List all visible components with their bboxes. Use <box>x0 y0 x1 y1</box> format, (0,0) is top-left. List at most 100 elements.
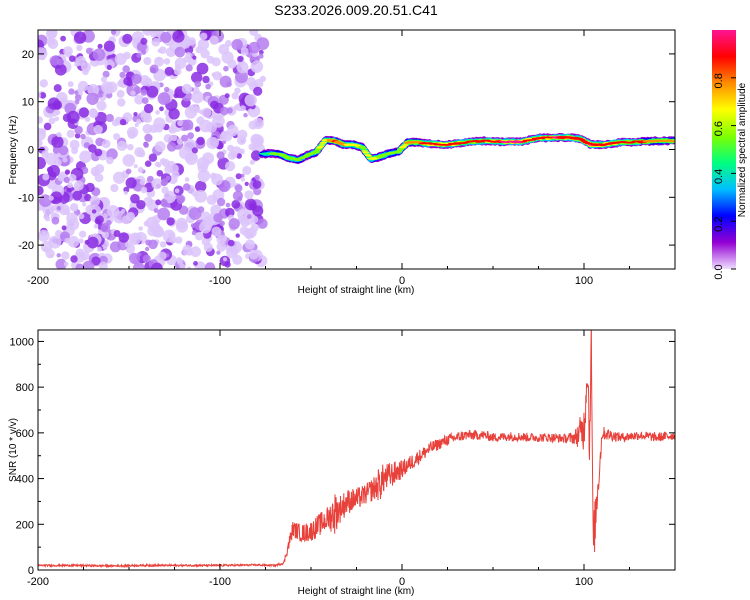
spectrogram-x-axis-label: Height of straight line (km) <box>298 285 415 296</box>
noise-blob <box>63 176 70 184</box>
noise-blob <box>216 151 225 160</box>
x-tick-label: -200 <box>27 275 49 287</box>
noise-blob <box>252 118 264 130</box>
noise-blob <box>144 77 153 86</box>
noise-blob <box>93 224 99 229</box>
noise-blob <box>151 262 163 269</box>
noise-blob <box>181 83 192 94</box>
noise-blob <box>166 217 175 226</box>
noise-blob <box>153 208 159 213</box>
noise-blob <box>51 216 60 225</box>
noise-blob <box>140 113 150 123</box>
noise-blob <box>45 249 55 259</box>
noise-blob <box>117 98 126 107</box>
noise-blob <box>192 55 197 60</box>
noise-blob <box>47 97 61 110</box>
noise-blob <box>187 37 196 46</box>
noise-blob <box>134 94 145 105</box>
noise-blob <box>227 239 235 247</box>
noise-blob <box>191 91 204 104</box>
noise-blob <box>200 32 208 40</box>
noise-blob <box>69 203 79 212</box>
noise-blob <box>232 254 243 265</box>
ridge-mark <box>394 151 401 154</box>
noise-blob <box>122 33 133 44</box>
spectrogram-y-axis-label: Frequency (Hz) <box>8 116 19 185</box>
noise-blob <box>232 190 243 201</box>
noise-blob <box>62 157 68 163</box>
noise-blob <box>204 262 216 269</box>
noise-blob <box>216 241 227 252</box>
noise-blob <box>237 55 244 63</box>
noise-blob <box>45 30 57 40</box>
x-tick-label: 100 <box>575 275 593 287</box>
colorbar-tick-label: 0.6 <box>713 121 725 136</box>
ridge-mark <box>400 145 407 148</box>
noise-blob <box>143 220 150 227</box>
noise-blob <box>240 177 246 182</box>
noise-blob <box>39 92 47 99</box>
noise-blob <box>244 181 249 186</box>
noise-blob <box>201 107 212 118</box>
ridge-mark <box>520 140 528 143</box>
noise-blob <box>223 257 227 262</box>
noise-blob <box>58 145 69 156</box>
noise-blob <box>55 258 67 269</box>
snr-plot-area <box>38 330 675 570</box>
noise-blob <box>220 106 229 116</box>
ridge-mark <box>315 148 322 151</box>
noise-blob <box>250 150 262 161</box>
colorbar-tick-label: 0.8 <box>713 73 725 88</box>
noise-blob <box>132 262 145 269</box>
chart-title: S233.2026.009.20.51.C41 <box>274 2 438 18</box>
noise-blob <box>205 83 211 90</box>
noise-blob <box>230 151 238 158</box>
noise-blob <box>154 56 164 67</box>
noise-blob <box>140 89 148 96</box>
noise-blob <box>249 30 259 36</box>
colorbar-label: Normalized spectral amplitude <box>737 82 748 217</box>
ridge-mark <box>296 159 303 161</box>
noise-blob <box>86 92 99 106</box>
noise-blob <box>190 223 196 229</box>
noise-blob <box>188 207 202 221</box>
ridge-mark <box>361 150 368 152</box>
noise-blob <box>127 143 134 151</box>
noise-blob <box>117 80 124 87</box>
noise-blob <box>52 147 60 154</box>
noise-blob <box>48 207 55 213</box>
noise-blob <box>92 171 98 177</box>
noise-blob <box>75 263 85 269</box>
noise-blob <box>63 261 69 267</box>
noise-blob <box>149 30 158 38</box>
noise-blob <box>182 249 189 256</box>
noise-blob <box>60 35 66 42</box>
noise-blob <box>227 59 237 69</box>
noise-blob <box>38 229 50 242</box>
noise-blob <box>251 134 264 147</box>
noise-blob <box>38 156 46 170</box>
ridge-mark <box>313 151 320 153</box>
noise-blob <box>110 184 119 193</box>
noise-blob <box>157 251 167 261</box>
noise-blob <box>38 92 42 98</box>
noise-blob <box>206 136 219 150</box>
noise-blob <box>131 73 142 85</box>
noise-blob <box>123 76 132 86</box>
noise-blob <box>195 231 204 241</box>
noise-blob <box>244 198 257 211</box>
noise-blob <box>50 191 63 204</box>
noise-blob <box>185 52 192 59</box>
noise-blob <box>142 123 153 134</box>
noise-blob <box>139 179 146 186</box>
noise-blob <box>38 185 44 196</box>
noise-blob <box>128 232 142 245</box>
noise-blob <box>48 117 56 125</box>
noise-blob <box>76 44 83 52</box>
noise-blob <box>173 67 182 76</box>
noise-blob <box>98 261 108 269</box>
colorbar-tick-label: 0.2 <box>713 217 725 232</box>
noise-blob <box>134 123 139 127</box>
noise-blob <box>190 246 202 258</box>
